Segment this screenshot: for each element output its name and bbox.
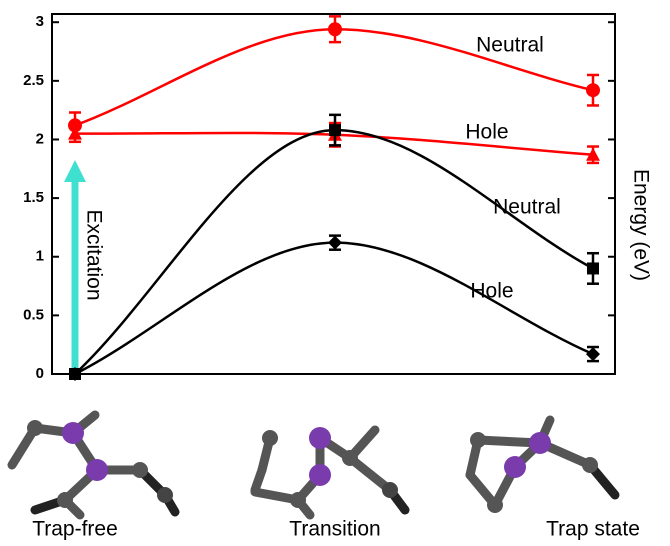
y-tick-label: 2.5 [23, 72, 44, 89]
plot-frame [52, 14, 615, 374]
molecule-trap-state [470, 420, 615, 513]
category-label: Trap state [546, 518, 640, 541]
molecule-trap-free [12, 415, 175, 515]
marker [328, 236, 342, 250]
category-label: Trap-free [32, 518, 118, 541]
excitation-label: Excitation [82, 209, 105, 300]
molecule-transition [255, 427, 405, 515]
marker [587, 262, 599, 274]
category-label: Transition [289, 518, 380, 541]
y-tick-label: 2 [36, 130, 44, 147]
marker [328, 22, 342, 36]
marker [329, 124, 341, 136]
y-tick-label: 0.5 [23, 306, 44, 323]
figure: Energy (eV) Excitation [0, 0, 670, 546]
y-tick-label: 1.5 [23, 189, 44, 206]
series-label: Hole [465, 121, 508, 144]
series-line [75, 130, 593, 374]
series-label: Neutral [476, 34, 544, 57]
excitation-arrowhead [64, 160, 86, 182]
series-line [75, 243, 593, 374]
y-tick-label: 3 [36, 13, 44, 30]
marker [586, 83, 600, 97]
series-label: Neutral [493, 196, 561, 219]
marker [586, 347, 600, 361]
y-axis-label: Energy (eV) [629, 169, 652, 281]
y-tick-label: 0 [36, 365, 44, 382]
molecule-images [12, 415, 615, 515]
y-tick-label: 1 [36, 248, 44, 265]
series-label: Hole [470, 280, 513, 303]
